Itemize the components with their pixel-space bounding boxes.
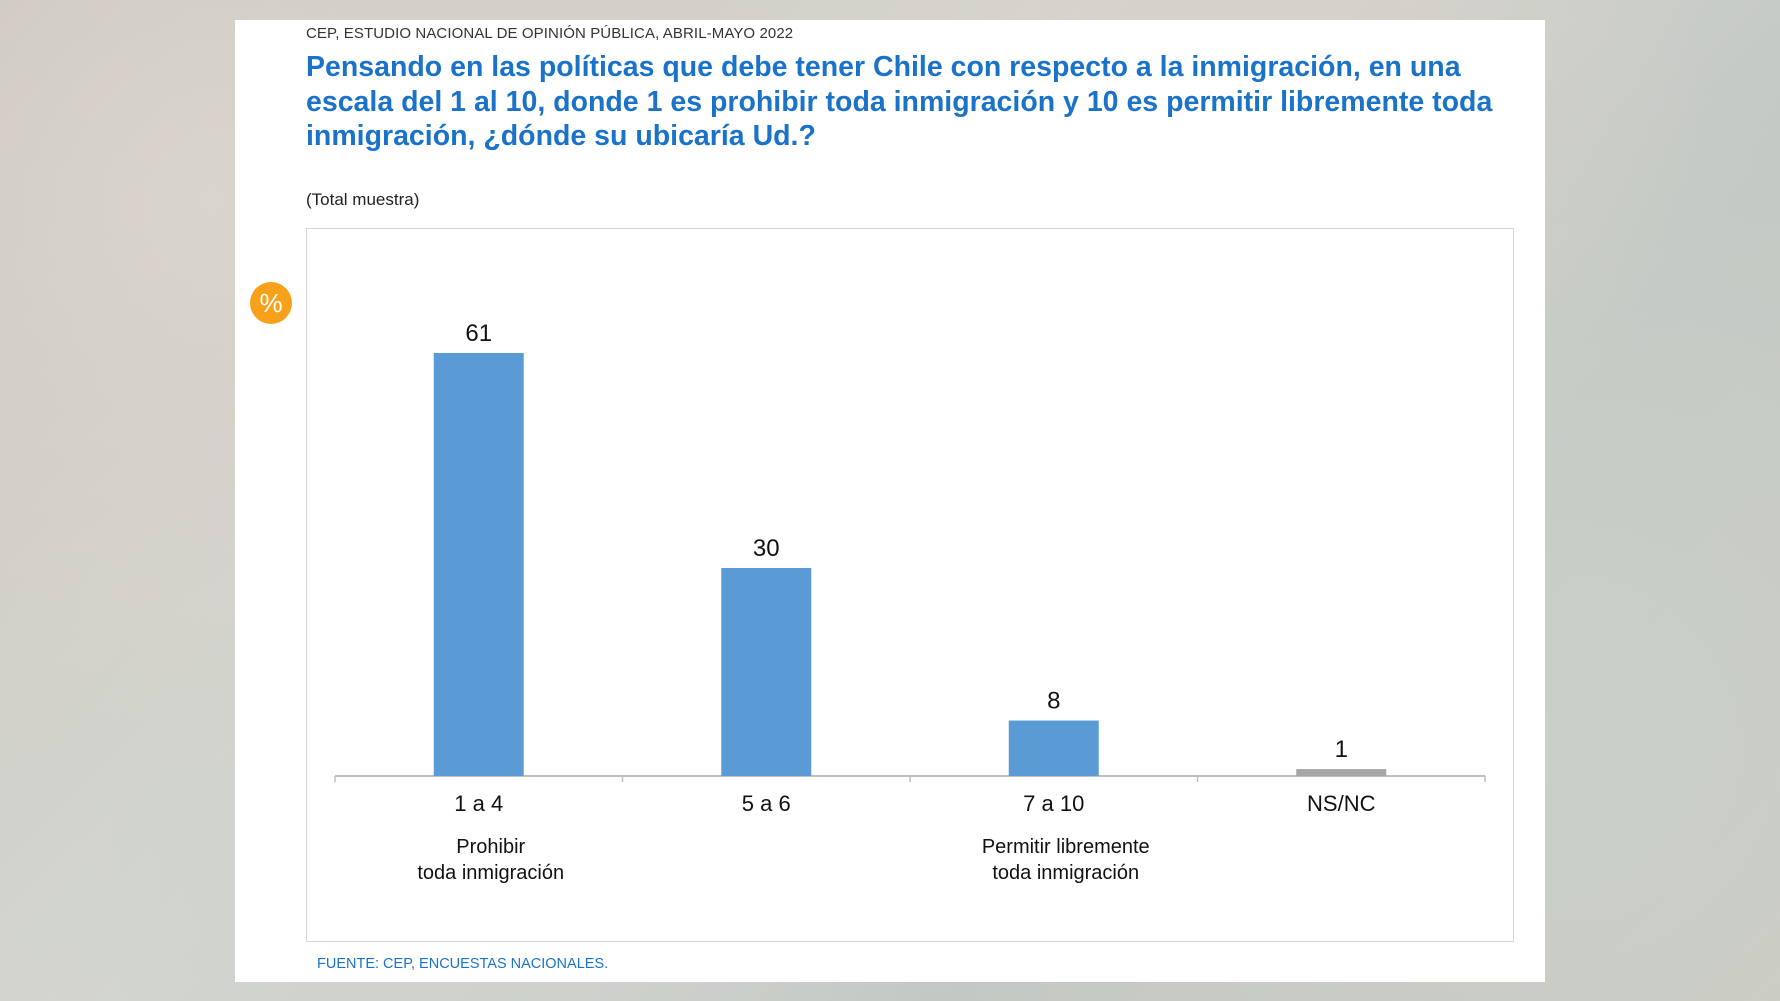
bar: [721, 567, 812, 776]
chart-title: Pensando en las políticas que debe tener…: [306, 51, 1493, 152]
bar: [1008, 720, 1099, 776]
slide: CEP, ESTUDIO NACIONAL DE OPINIÓN PÚBLICA…: [235, 20, 1545, 982]
category-label: 1 a 4: [454, 791, 503, 816]
source-header: CEP, ESTUDIO NACIONAL DE OPINIÓN PÚBLICA…: [306, 25, 794, 42]
chart-area: 61 1 a 4 Prohibir toda inmigración 30 5 a 6 8 7…: [306, 228, 1514, 942]
category-sublabel: toda inmigración: [992, 862, 1139, 884]
bar-value-label: 61: [465, 320, 492, 347]
category-label: NS/NC: [1307, 791, 1376, 816]
bar: [1296, 769, 1387, 776]
category-sublabel: Prohibir: [456, 836, 525, 858]
category-sublabel: toda inmigración: [417, 862, 564, 884]
chart-subtitle: (Total muestra): [306, 190, 420, 209]
category-sublabel: Permitir libremente: [982, 836, 1150, 858]
bar-value-label: 8: [1047, 688, 1060, 715]
category-label: 7 a 10: [1023, 791, 1084, 816]
bar-value-label: 1: [1335, 736, 1348, 763]
bar-chart: 61 1 a 4 Prohibir toda inmigración 30 5 a 6 8 7…: [334, 320, 1486, 884]
footer-source: FUENTE: CEP, ENCUESTAS NACIONALES.: [317, 956, 609, 972]
percent-icon: %: [250, 282, 292, 324]
category-label: 5 a 6: [742, 791, 791, 816]
bar: [433, 353, 524, 776]
bar-value-label: 30: [753, 535, 780, 562]
